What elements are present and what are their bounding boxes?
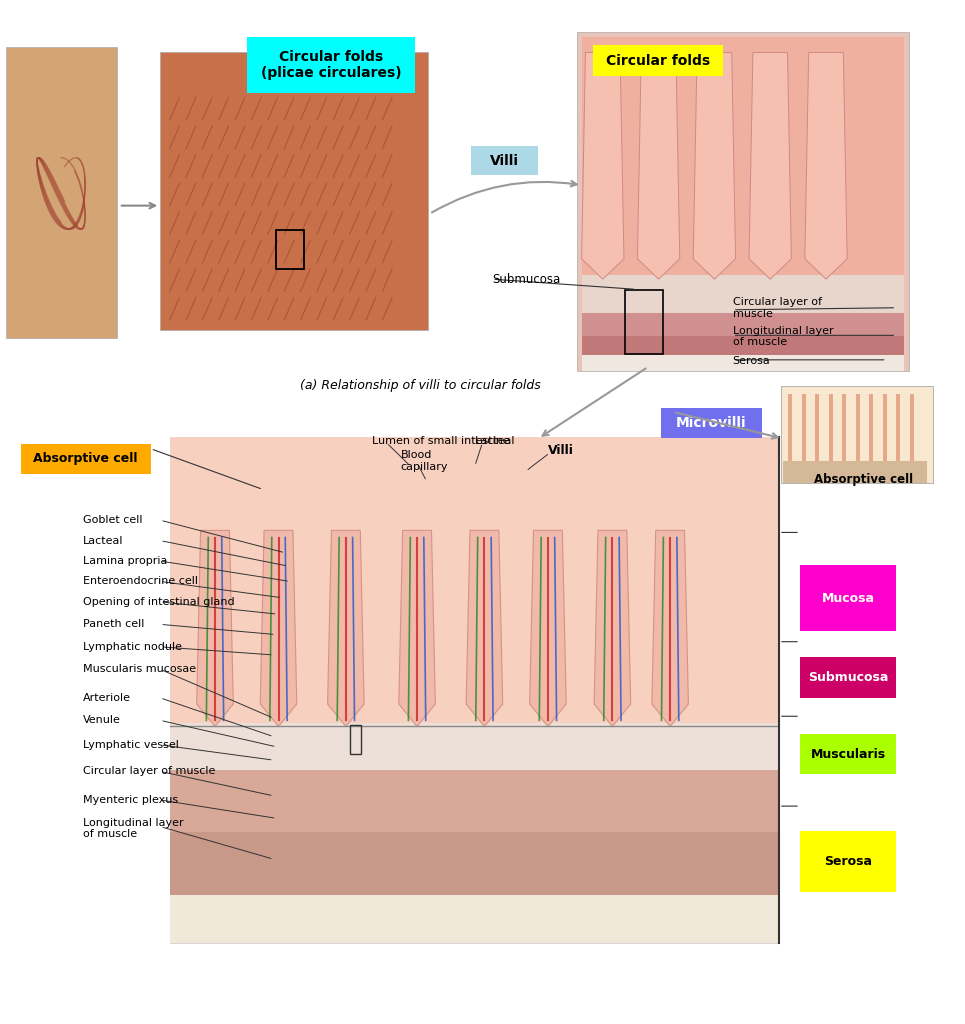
- FancyBboxPatch shape: [247, 37, 415, 93]
- FancyBboxPatch shape: [170, 437, 778, 726]
- Text: Absorptive cell: Absorptive cell: [814, 473, 914, 485]
- Text: Arteriole: Arteriole: [83, 693, 131, 702]
- Polygon shape: [261, 530, 297, 726]
- Text: Circular layer of muscle: Circular layer of muscle: [83, 766, 215, 776]
- Polygon shape: [651, 530, 688, 726]
- FancyBboxPatch shape: [800, 657, 896, 698]
- Text: Enteroendocrine cell: Enteroendocrine cell: [83, 577, 198, 587]
- Text: Goblet cell: Goblet cell: [83, 515, 143, 525]
- FancyBboxPatch shape: [582, 336, 904, 356]
- FancyBboxPatch shape: [582, 275, 904, 316]
- Polygon shape: [466, 530, 503, 726]
- Text: Lamina propria: Lamina propria: [83, 556, 168, 566]
- FancyBboxPatch shape: [582, 354, 904, 371]
- Text: Circular layer of
muscle: Circular layer of muscle: [732, 297, 821, 318]
- Text: Muscularis: Muscularis: [811, 748, 886, 761]
- FancyBboxPatch shape: [170, 437, 778, 943]
- Text: Lacteal: Lacteal: [475, 435, 515, 445]
- Text: Paneth cell: Paneth cell: [83, 620, 145, 630]
- FancyBboxPatch shape: [800, 565, 896, 632]
- Text: Venule: Venule: [83, 716, 121, 725]
- Polygon shape: [805, 52, 847, 280]
- Polygon shape: [594, 530, 631, 726]
- FancyBboxPatch shape: [6, 47, 117, 338]
- FancyBboxPatch shape: [577, 32, 909, 371]
- FancyBboxPatch shape: [582, 313, 904, 338]
- Text: Myenteric plexus: Myenteric plexus: [83, 795, 179, 805]
- Text: Mucosa: Mucosa: [821, 592, 874, 605]
- FancyBboxPatch shape: [170, 831, 778, 897]
- Text: Villi: Villi: [490, 154, 519, 168]
- FancyBboxPatch shape: [593, 45, 723, 76]
- Text: Submucosa: Submucosa: [808, 671, 889, 684]
- Text: Serosa: Serosa: [824, 855, 872, 867]
- FancyBboxPatch shape: [471, 146, 538, 175]
- Polygon shape: [693, 52, 735, 280]
- FancyBboxPatch shape: [781, 386, 933, 483]
- Polygon shape: [327, 530, 364, 726]
- Text: Serosa: Serosa: [732, 356, 770, 366]
- Text: Lymphatic nodule: Lymphatic nodule: [83, 642, 182, 652]
- Text: Villi: Villi: [548, 444, 574, 458]
- Text: Lymphatic vessel: Lymphatic vessel: [83, 739, 179, 750]
- Polygon shape: [399, 530, 435, 726]
- FancyBboxPatch shape: [660, 408, 761, 438]
- FancyBboxPatch shape: [800, 830, 896, 892]
- FancyBboxPatch shape: [783, 461, 927, 483]
- Text: Absorptive cell: Absorptive cell: [34, 453, 138, 465]
- Polygon shape: [197, 530, 234, 726]
- Text: Muscularis mucosae: Muscularis mucosae: [83, 665, 196, 674]
- Text: Lacteal: Lacteal: [83, 536, 124, 546]
- Text: Microvilli: Microvilli: [676, 416, 746, 430]
- Text: Circular folds
(plicae circulares): Circular folds (plicae circulares): [261, 50, 401, 80]
- FancyBboxPatch shape: [582, 37, 904, 280]
- FancyBboxPatch shape: [20, 443, 151, 474]
- Text: Longitudinal layer
of muscle: Longitudinal layer of muscle: [83, 818, 183, 840]
- Text: Lumen of small intestine: Lumen of small intestine: [372, 435, 510, 445]
- FancyBboxPatch shape: [160, 52, 427, 330]
- Polygon shape: [530, 530, 566, 726]
- Text: (a) Relationship of villi to circular folds: (a) Relationship of villi to circular fo…: [300, 379, 540, 392]
- Polygon shape: [749, 52, 791, 280]
- Text: Submucosa: Submucosa: [492, 272, 561, 286]
- FancyBboxPatch shape: [170, 895, 778, 943]
- Text: Opening of intestinal gland: Opening of intestinal gland: [83, 597, 234, 607]
- Text: Longitudinal layer
of muscle: Longitudinal layer of muscle: [732, 326, 834, 347]
- Text: Circular folds: Circular folds: [606, 53, 710, 68]
- Polygon shape: [638, 52, 679, 280]
- Polygon shape: [582, 52, 624, 280]
- Text: Blood
capillary: Blood capillary: [400, 451, 448, 472]
- FancyBboxPatch shape: [170, 770, 778, 834]
- FancyBboxPatch shape: [800, 733, 896, 774]
- FancyBboxPatch shape: [170, 723, 778, 772]
